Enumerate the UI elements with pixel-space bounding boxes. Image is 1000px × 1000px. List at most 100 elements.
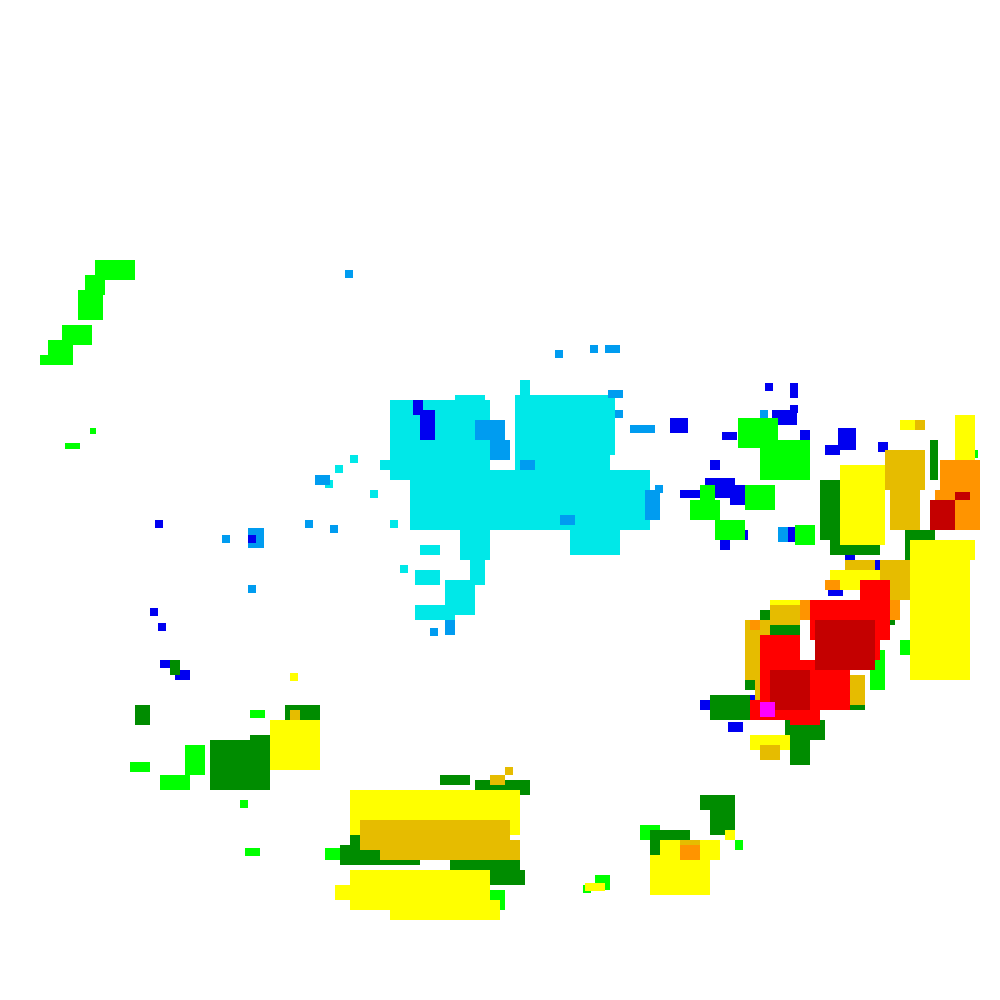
echo-cell-lightblue bbox=[590, 345, 598, 353]
echo-cell-brightgreen bbox=[250, 710, 265, 718]
echo-cell-yellow bbox=[650, 880, 665, 895]
echo-cell-lightblue bbox=[430, 628, 438, 636]
echo-cell-blue bbox=[790, 383, 798, 398]
echo-cell-lightblue bbox=[555, 350, 563, 358]
echo-cell-darkred bbox=[830, 640, 860, 670]
echo-cell-lightblue bbox=[305, 520, 313, 528]
echo-cell-blue bbox=[828, 588, 843, 596]
echo-cell-lightblue bbox=[760, 410, 768, 418]
echo-cell-yellow bbox=[900, 420, 925, 430]
echo-cell-green bbox=[170, 660, 180, 675]
echo-cell-gold bbox=[845, 560, 875, 570]
echo-cell-blue bbox=[788, 527, 798, 542]
echo-cell-gold bbox=[490, 775, 505, 785]
echo-cell-brightgreen bbox=[745, 485, 775, 510]
echo-cell-blue bbox=[150, 608, 158, 616]
echo-cell-cyan bbox=[415, 570, 440, 585]
echo-cell-cyan bbox=[370, 490, 378, 498]
echo-cell-blue bbox=[800, 430, 810, 440]
echo-cell-lightblue bbox=[475, 420, 505, 440]
echo-cell-brightgreen bbox=[78, 290, 103, 320]
echo-cell-blue bbox=[158, 623, 166, 631]
echo-cell-yellow bbox=[585, 883, 605, 891]
echo-cell-blue bbox=[670, 418, 688, 433]
echo-cell-blue bbox=[772, 410, 797, 425]
echo-cell-brightgreen bbox=[245, 848, 260, 856]
echo-cell-green bbox=[700, 795, 720, 810]
echo-cell-brightgreen bbox=[240, 800, 248, 808]
echo-cell-blue bbox=[722, 432, 737, 440]
echo-cell-lightblue bbox=[560, 515, 575, 525]
echo-cell-lightblue bbox=[490, 440, 510, 460]
echo-cell-brightgreen bbox=[795, 525, 815, 545]
echo-cell-lightblue bbox=[248, 585, 256, 593]
echo-cell-yellow bbox=[335, 885, 355, 900]
echo-cell-gold bbox=[420, 840, 520, 860]
echo-cell-cyan bbox=[610, 500, 650, 530]
echo-cell-gold bbox=[915, 420, 925, 430]
echo-cell-lightblue bbox=[645, 490, 660, 520]
echo-cell-blue bbox=[728, 722, 743, 732]
echo-cell-cyan bbox=[400, 565, 408, 573]
echo-cell-cyan bbox=[580, 395, 615, 455]
echo-cell-brightgreen bbox=[130, 762, 150, 772]
echo-cell-darkred bbox=[770, 670, 810, 710]
echo-cell-orange bbox=[680, 845, 700, 860]
echo-cell-cyan bbox=[350, 455, 358, 463]
echo-cell-gold bbox=[290, 710, 300, 720]
echo-cell-green bbox=[440, 775, 470, 785]
echo-cell-blue bbox=[680, 490, 700, 498]
echo-cell-brightgreen bbox=[65, 443, 80, 449]
echo-cell-cyan bbox=[470, 545, 485, 585]
echo-cell-cyan bbox=[335, 465, 343, 473]
echo-cell-brightgreen bbox=[90, 428, 96, 434]
echo-cell-blue bbox=[175, 670, 190, 680]
echo-cell-orange bbox=[750, 620, 760, 630]
echo-cell-brightgreen bbox=[40, 355, 55, 365]
echo-cell-brightgreen bbox=[760, 440, 810, 480]
echo-cell-lightblue bbox=[520, 460, 535, 470]
echo-cell-blue bbox=[838, 428, 856, 450]
echo-cell-brightgreen bbox=[715, 520, 745, 540]
echo-cell-blue bbox=[825, 445, 840, 455]
echo-cell-blue bbox=[160, 660, 175, 668]
echo-cell-gold bbox=[770, 605, 800, 625]
echo-cell-yellow bbox=[930, 560, 965, 640]
echo-cell-lightblue bbox=[330, 525, 338, 533]
echo-cell-brightgreen bbox=[700, 485, 715, 500]
echo-cell-blue bbox=[730, 485, 745, 505]
echo-cell-blue bbox=[878, 442, 888, 452]
echo-cell-yellow bbox=[725, 830, 735, 840]
echo-cell-green bbox=[710, 695, 750, 720]
echo-cell-brightgreen bbox=[185, 745, 205, 775]
echo-cell-cyan bbox=[570, 530, 620, 555]
echo-cell-lightblue bbox=[315, 475, 330, 485]
echo-cell-lightblue bbox=[608, 390, 623, 398]
echo-cell-blue bbox=[710, 460, 720, 470]
echo-cell-blue bbox=[248, 535, 256, 543]
echo-cell-brightgreen bbox=[690, 500, 720, 520]
echo-cell-brightgreen bbox=[160, 775, 190, 790]
echo-cell-cyan bbox=[380, 460, 395, 470]
echo-cell-green bbox=[930, 440, 938, 480]
echo-cell-lightblue bbox=[778, 527, 788, 542]
echo-cell-yellow bbox=[960, 540, 975, 560]
echo-cell-lightblue bbox=[445, 620, 455, 635]
echo-cell-cyan bbox=[415, 605, 455, 620]
echo-cell-red bbox=[860, 580, 890, 600]
echo-cell-magenta bbox=[760, 702, 775, 717]
echo-cell-yellow bbox=[290, 673, 298, 681]
echo-cell-green bbox=[820, 480, 840, 540]
echo-cell-yellow bbox=[840, 465, 885, 545]
echo-cell-lightblue bbox=[605, 345, 620, 353]
echo-cell-blue bbox=[790, 405, 798, 413]
echo-cell-green bbox=[790, 740, 810, 765]
echo-cell-green bbox=[135, 705, 150, 725]
echo-cell-lightblue bbox=[222, 535, 230, 543]
echo-cell-lightblue bbox=[615, 410, 623, 418]
echo-cell-blue bbox=[700, 700, 710, 710]
echo-cell-blue bbox=[420, 410, 435, 440]
echo-cell-blue bbox=[720, 540, 730, 550]
echo-cell-red bbox=[790, 710, 820, 725]
